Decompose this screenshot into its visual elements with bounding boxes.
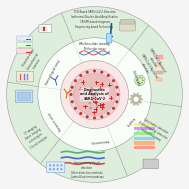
Bar [134,146,155,149]
Circle shape [53,164,55,167]
Text: Molecular assay: Molecular assay [79,42,110,46]
Bar [134,132,155,135]
Circle shape [86,71,89,74]
Text: Imaging: Imaging [125,116,135,127]
Circle shape [116,93,119,96]
FancyBboxPatch shape [143,159,158,169]
Text: Molecular assay: Molecular assay [84,47,105,51]
Polygon shape [130,93,143,105]
Circle shape [38,38,151,151]
Bar [134,122,155,126]
Circle shape [100,71,103,74]
Circle shape [86,115,89,118]
Circle shape [96,90,99,92]
Circle shape [141,77,143,79]
Circle shape [136,80,137,81]
Circle shape [74,74,115,115]
Text: SARS-CoV-2 Ab-based
detection
SARS-CoV-2 Ag-based
detection: SARS-CoV-2 Ab-based detection SARS-CoV-2… [136,48,167,81]
Bar [156,78,162,81]
FancyBboxPatch shape [17,36,33,41]
Circle shape [49,168,51,170]
FancyBboxPatch shape [41,26,46,30]
Circle shape [71,100,74,103]
Circle shape [71,86,74,89]
Text: Biosensor assay
Electrochemical
biosensor: Biosensor assay Electrochemical biosenso… [22,48,44,73]
Bar [134,141,155,145]
Circle shape [69,69,120,120]
Text: Immunological assay: Immunological assay [44,59,61,86]
Circle shape [60,60,129,129]
Circle shape [115,86,118,89]
FancyBboxPatch shape [120,21,135,31]
Text: Immunoassay based
detection
Other detection methods
Lateral flow immunoassay: Immunoassay based detection Other detect… [70,161,103,179]
Circle shape [83,91,85,93]
FancyBboxPatch shape [121,19,135,24]
Circle shape [81,99,83,101]
FancyBboxPatch shape [106,34,112,43]
Circle shape [137,82,138,83]
Text: Biosensor assay: Biosensor assay [48,111,63,131]
FancyBboxPatch shape [17,42,33,47]
Text: Other assay: Other assay [131,70,141,86]
Circle shape [70,93,73,96]
Circle shape [91,98,94,100]
Circle shape [57,164,59,167]
Circle shape [60,168,63,170]
Circle shape [74,107,77,110]
Bar [134,137,155,140]
FancyBboxPatch shape [18,92,30,101]
Bar [156,63,161,66]
Circle shape [137,77,138,79]
Circle shape [79,74,82,77]
Circle shape [135,75,145,86]
Circle shape [49,164,51,167]
FancyBboxPatch shape [17,48,33,53]
Circle shape [107,74,110,77]
Circle shape [60,164,63,167]
Bar [156,71,163,74]
Circle shape [57,168,59,170]
Text: Diagnostics
and Analysis of
SARS-CoV-2: Diagnostics and Analysis of SARS-CoV-2 [80,88,109,101]
Text: CT imaging
Other imaging
technologies
Clinical analysis: CT imaging Other imaging technologies Cl… [21,123,49,149]
Circle shape [93,70,96,73]
Circle shape [133,96,139,102]
Circle shape [139,77,140,78]
Circle shape [93,116,96,119]
FancyBboxPatch shape [16,71,34,82]
Circle shape [139,83,140,84]
Circle shape [88,102,91,104]
Circle shape [142,80,144,81]
Circle shape [112,79,115,82]
Text: Colorimetric detection
Electrochemical detection
Lateral flow assay: Colorimetric detection Electrochemical d… [136,116,171,145]
FancyBboxPatch shape [39,25,52,32]
Circle shape [94,91,97,93]
Circle shape [74,79,77,82]
FancyBboxPatch shape [15,90,33,103]
Circle shape [53,168,55,170]
Circle shape [100,115,103,118]
Circle shape [112,107,115,110]
Circle shape [7,7,182,182]
Circle shape [89,107,92,109]
Bar [134,127,155,130]
Circle shape [115,100,118,103]
Circle shape [79,112,82,115]
Circle shape [141,82,143,83]
Text: PCR-Based SARS-CoV-2 Detection
Isothermal Nucleic Acid Amplification
CRISPR-base: PCR-Based SARS-CoV-2 Detection Isotherma… [71,10,118,29]
Text: Immunoassay: Immunoassay [90,138,109,143]
Bar [156,56,163,59]
Circle shape [96,105,99,108]
FancyBboxPatch shape [47,162,65,173]
Circle shape [107,112,110,115]
